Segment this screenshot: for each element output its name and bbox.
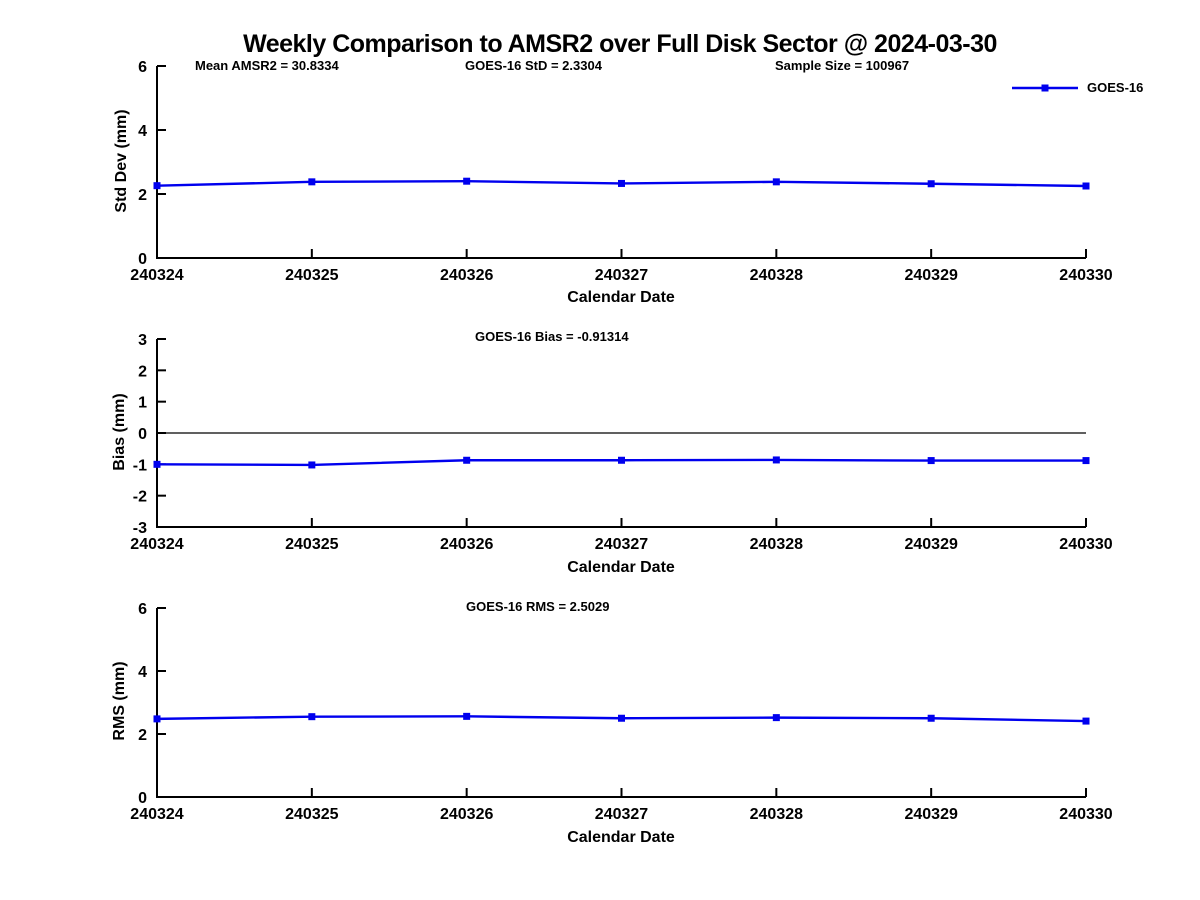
svg-text:0: 0 [138,251,147,268]
svg-text:240327: 240327 [595,267,648,284]
x-axis-label-calendar-date-top: Calendar Date [567,289,675,306]
svg-text:1: 1 [138,395,147,412]
svg-text:-1: -1 [133,457,147,474]
svg-text:240329: 240329 [904,536,957,553]
svg-text:6: 6 [138,59,147,76]
svg-text:2: 2 [138,187,147,204]
annotation-goes16-std: GOES-16 StD = 2.3304 [465,58,602,73]
svg-text:240330: 240330 [1059,536,1112,553]
svg-text:0: 0 [138,426,147,443]
svg-text:240327: 240327 [595,536,648,553]
svg-text:240325: 240325 [285,536,338,553]
svg-text:240324: 240324 [130,267,183,284]
svg-text:-3: -3 [133,520,147,537]
svg-text:240324: 240324 [130,806,183,823]
svg-text:3: 3 [138,332,147,349]
svg-text:240329: 240329 [904,267,957,284]
svg-text:240325: 240325 [285,806,338,823]
annotation-mean-amsr2: Mean AMSR2 = 30.8334 [195,58,339,73]
annotation-goes16-rms: GOES-16 RMS = 2.5029 [466,599,610,614]
svg-text:240328: 240328 [750,806,803,823]
legend-line-marker-icon [1012,84,1078,91]
svg-text:-2: -2 [133,489,147,506]
svg-text:240328: 240328 [750,267,803,284]
svg-text:2: 2 [138,363,147,380]
svg-text:4: 4 [138,123,147,140]
annotation-sample-size: Sample Size = 100967 [775,58,910,73]
svg-text:240329: 240329 [904,806,957,823]
svg-text:240330: 240330 [1059,806,1112,823]
svg-text:240330: 240330 [1059,267,1112,284]
svg-text:240326: 240326 [440,267,493,284]
svg-text:6: 6 [138,601,147,618]
svg-text:240328: 240328 [750,536,803,553]
svg-text:0: 0 [138,790,147,807]
svg-text:4: 4 [138,664,147,681]
svg-text:240324: 240324 [130,536,183,553]
figure-title: Weekly Comparison to AMSR2 over Full Dis… [243,30,997,58]
svg-text:240327: 240327 [595,806,648,823]
legend: GOES-16 [1012,80,1143,95]
svg-text:240326: 240326 [440,536,493,553]
svg-text:240326: 240326 [440,806,493,823]
annotation-goes16-bias: GOES-16 Bias = -0.91314 [475,329,629,344]
x-axis-label-calendar-date-bottom: Calendar Date [567,829,675,846]
svg-text:240325: 240325 [285,267,338,284]
legend-label: GOES-16 [1087,80,1144,95]
svg-text:2: 2 [138,727,147,744]
x-axis-label-calendar-date-middle: Calendar Date [567,559,675,576]
